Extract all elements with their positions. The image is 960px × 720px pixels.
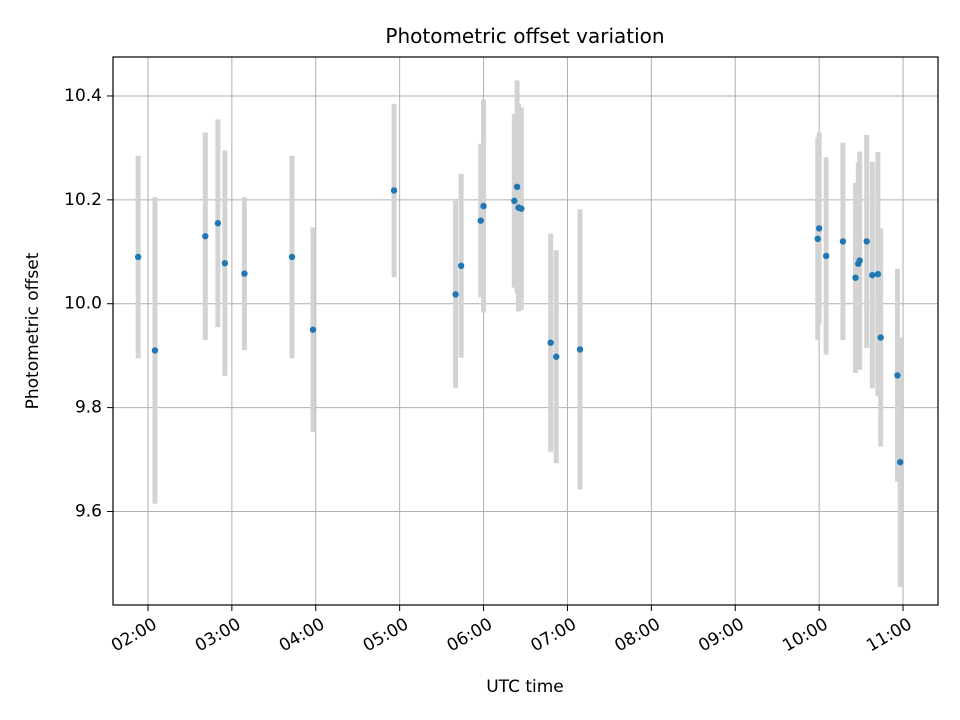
data-points (134, 183, 904, 466)
chart-title: Photometric offset variation (385, 24, 664, 48)
data-point (897, 458, 904, 466)
y-tick-label: 10.4 (64, 86, 102, 106)
plot-frame (112, 56, 939, 606)
data-point (815, 225, 823, 232)
data-point (874, 270, 882, 278)
data-point (480, 202, 487, 210)
data-point (822, 252, 830, 260)
data-point (852, 274, 859, 281)
data-point (151, 347, 159, 354)
data-point (452, 291, 459, 298)
x-axis-label: UTC time (486, 677, 564, 697)
data-point (547, 339, 554, 346)
data-point (214, 220, 222, 227)
data-point (221, 260, 229, 267)
data-point (869, 271, 876, 279)
data-point (576, 346, 584, 353)
data-point (513, 183, 521, 191)
y-tick-label: 9.8 (75, 398, 102, 418)
data-point (288, 253, 296, 261)
data-point (202, 233, 209, 240)
grid (113, 57, 938, 605)
data-point (863, 238, 870, 245)
data-point (241, 270, 248, 277)
data-point (457, 262, 465, 270)
data-point (134, 253, 142, 261)
data-point (511, 197, 518, 205)
data-point (856, 257, 863, 264)
data-point (309, 326, 317, 333)
data-point (390, 187, 398, 194)
data-point (894, 372, 901, 379)
data-point (877, 334, 884, 341)
y-tick-label: 10.2 (64, 190, 102, 210)
y-tick-label: 10.0 (64, 294, 102, 314)
data-point (477, 217, 484, 224)
data-point (814, 235, 821, 243)
y-axis-label: Photometric offset (23, 252, 43, 409)
data-point (839, 238, 847, 245)
y-tick-label: 9.6 (75, 502, 102, 522)
y-axis: 9.6 9.8 10.0 10.2 10.4 (64, 86, 113, 522)
data-point (553, 353, 560, 360)
data-point (518, 205, 525, 212)
